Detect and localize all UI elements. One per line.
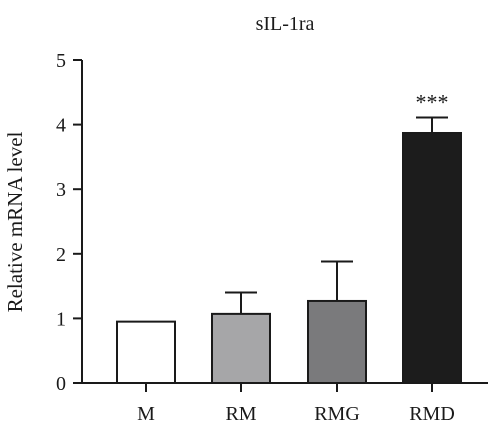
- chart-title: sIL-1ra: [256, 13, 315, 35]
- error-bars-group: [225, 116, 448, 314]
- annotations-group: ***: [416, 89, 449, 114]
- y-tick-label: 3: [56, 179, 66, 201]
- x-tick-label: RM: [225, 403, 256, 425]
- y-tick-label: 1: [56, 308, 66, 330]
- bar-rmg: [307, 299, 367, 385]
- x-tick-label: RMD: [409, 403, 455, 425]
- y-tick-label: 0: [56, 373, 66, 395]
- y-axis-label: Relative mRNA level: [3, 131, 27, 312]
- bar-rm: [211, 312, 271, 384]
- y-tick-label: 4: [56, 115, 66, 137]
- significance-annotation: ***: [416, 89, 449, 114]
- x-tick-label: M: [137, 403, 155, 425]
- bars-group: [116, 131, 462, 385]
- bar-rmd: [402, 131, 462, 384]
- y-tick-label: 2: [56, 244, 66, 266]
- bar-m: [116, 320, 176, 385]
- x-tick-label: RMG: [314, 403, 360, 425]
- y-tick-label: 5: [56, 50, 66, 72]
